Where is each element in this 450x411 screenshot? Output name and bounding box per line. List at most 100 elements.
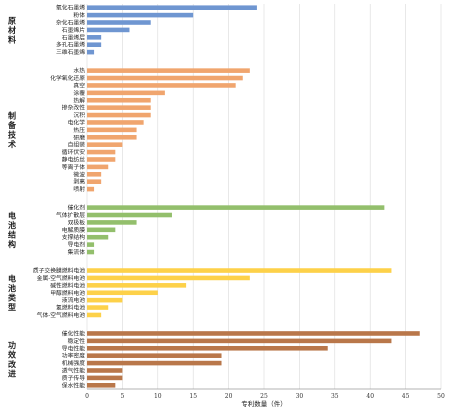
bar [87, 171, 102, 177]
x-axis-title: 专利数量（件） [241, 399, 287, 408]
x-tick-label: 10 [154, 393, 162, 400]
bar [87, 90, 165, 96]
category-label: 静电纺丝 [62, 155, 85, 163]
group-label: 制备技术 [7, 111, 17, 150]
bar [87, 297, 123, 303]
bar [87, 142, 123, 147]
bar [87, 27, 130, 33]
category-label: 导电剂 [68, 241, 86, 249]
category-label: 液流电池 [62, 296, 85, 304]
bar [87, 186, 95, 192]
bar [87, 105, 151, 110]
x-tick-label: 35 [331, 393, 339, 400]
bar [87, 127, 137, 133]
bar [87, 331, 420, 336]
category-label: 催化性能 [62, 329, 85, 337]
category-label: 多孔石墨烯 [56, 41, 85, 49]
category-label: 涂覆 [73, 89, 85, 97]
category-label: 电化学 [68, 118, 86, 126]
bar [87, 20, 151, 25]
category-label: 双极板 [68, 218, 86, 226]
bar [87, 268, 392, 273]
group-label: 电池结构 [8, 211, 16, 250]
category-label: 氧化石墨烯 [56, 4, 85, 12]
bar [87, 205, 385, 210]
bar [87, 234, 109, 240]
bar [87, 35, 102, 40]
category-label: 气体扩散层 [56, 211, 85, 219]
bar [87, 383, 116, 388]
group-label: 原材料 [8, 15, 16, 44]
x-tick-label: 15 [189, 393, 197, 400]
bar [87, 83, 236, 88]
group-label: 电池类型 [8, 274, 16, 313]
category-label: 碱性燃料电池 [50, 281, 85, 289]
category-label: 真空 [73, 81, 85, 89]
bar [87, 345, 328, 351]
bar [87, 212, 172, 218]
bar [87, 227, 116, 233]
category-label: 集流体 [68, 248, 86, 256]
x-tick-label: 5 [120, 393, 124, 400]
category-label: 质子传导 [62, 374, 85, 382]
bar [87, 290, 158, 296]
category-label: 甲醇燃料电池 [50, 289, 85, 297]
bar [87, 112, 151, 118]
category-label: 化学氧化还原 [50, 74, 85, 82]
x-tick-label: 0 [85, 393, 89, 400]
category-label: 三维石墨烯 [56, 48, 85, 56]
bar [87, 249, 95, 255]
bar [87, 75, 243, 81]
category-label: 等离子体 [62, 163, 85, 171]
bar [87, 120, 144, 125]
category-label: 电解质膜 [62, 226, 85, 234]
category-label: 掺杂改性 [62, 104, 85, 112]
category-label: 微波 [73, 170, 85, 178]
category-label: 水热 [73, 67, 85, 75]
bar [87, 283, 187, 288]
category-label: 循环伏安 [62, 148, 85, 156]
group-label: 功效改进 [8, 340, 17, 379]
category-label: 石墨烯层 [62, 33, 85, 41]
category-label: 保水性能 [62, 381, 85, 389]
x-tick-label: 30 [296, 393, 304, 400]
bar [87, 149, 116, 155]
bar [87, 42, 102, 48]
x-tick-label: 50 [437, 393, 445, 400]
category-label: 喷射 [73, 185, 85, 193]
category-label: 机械强度 [62, 359, 85, 367]
category-label: 导电性能 [62, 344, 85, 352]
x-tick-label: 25 [260, 393, 268, 400]
bar [87, 97, 151, 103]
bar [87, 375, 123, 381]
category-label: 支撑结构 [62, 233, 85, 241]
bar [87, 157, 116, 162]
category-label: 剥离 [73, 178, 85, 186]
category-label: 热解 [73, 96, 85, 104]
x-tick-label: 40 [366, 393, 374, 400]
category-label: 催化剂 [68, 204, 86, 212]
category-label: 研磨 [73, 133, 85, 141]
category-label: 石墨烯片 [62, 26, 85, 34]
bar [87, 164, 109, 170]
bar [87, 360, 222, 366]
category-label: 杂化石墨烯 [56, 19, 85, 27]
bar [87, 338, 392, 344]
category-label: 质子交换膜燃料电池 [33, 267, 85, 275]
bar [87, 68, 250, 73]
category-label: 自组装 [68, 141, 86, 149]
category-label: 沉积 [73, 111, 85, 119]
category-label: 功率密度 [62, 352, 85, 360]
x-tick-label: 45 [402, 393, 410, 400]
category-label: 透气性能 [62, 366, 85, 374]
bar [87, 5, 257, 10]
bar [87, 49, 95, 55]
bar [87, 220, 137, 225]
category-label: 稳定性 [68, 337, 86, 345]
bar [87, 353, 222, 358]
bar [87, 368, 123, 373]
bar [87, 305, 109, 310]
bar [87, 242, 95, 247]
bar [87, 179, 102, 184]
